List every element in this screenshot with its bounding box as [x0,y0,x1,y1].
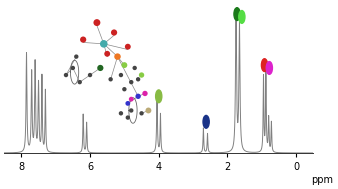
Point [125,102,130,105]
Ellipse shape [266,62,272,74]
Point [118,74,124,77]
Point [98,67,103,70]
Point [94,21,100,24]
Point [122,88,127,91]
Point [128,98,134,101]
Point [80,38,86,41]
Point [74,55,79,58]
Point [115,55,120,58]
Ellipse shape [203,115,209,128]
Point [104,52,110,55]
Point [77,81,82,84]
Point [128,81,134,84]
Point [87,74,93,77]
Point [108,78,113,81]
Point [136,95,141,98]
Point [139,74,144,77]
Point [125,116,130,119]
Point [128,109,134,112]
Point [146,109,151,112]
Point [132,67,137,70]
Ellipse shape [234,8,240,20]
Ellipse shape [239,11,245,23]
Point [142,92,148,95]
Point [63,74,69,77]
Point [122,64,127,67]
Point [136,78,141,81]
Point [70,67,76,70]
Ellipse shape [155,90,162,103]
Text: ppm: ppm [312,175,334,185]
Point [139,112,144,115]
Ellipse shape [261,59,268,71]
Point [118,112,124,115]
Point [101,42,106,45]
Point [125,45,130,48]
Point [112,31,117,34]
